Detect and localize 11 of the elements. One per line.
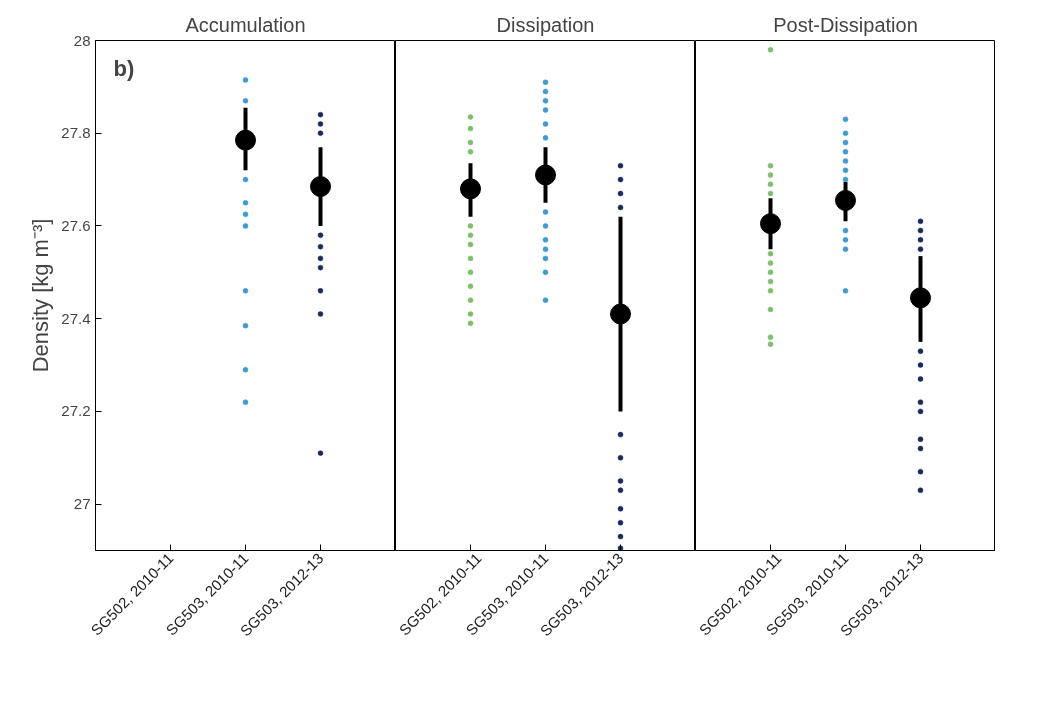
y-tick-label: 27.6 bbox=[61, 216, 91, 234]
y-tick-label: 27.8 bbox=[61, 124, 91, 142]
y-tick-label: 27 bbox=[73, 495, 91, 513]
annotation: b) bbox=[113, 56, 135, 82]
chart-title: Post-Dissipation bbox=[773, 13, 918, 36]
chart-title: Accumulation bbox=[185, 13, 306, 36]
y-tick-label: 28 bbox=[73, 31, 91, 49]
y-axis-title: Density [kg m⁻³] bbox=[28, 218, 54, 373]
y-tick-label: 27.4 bbox=[61, 309, 91, 327]
chart-title: Dissipation bbox=[496, 13, 595, 36]
y-tick-label: 27.2 bbox=[61, 402, 91, 420]
